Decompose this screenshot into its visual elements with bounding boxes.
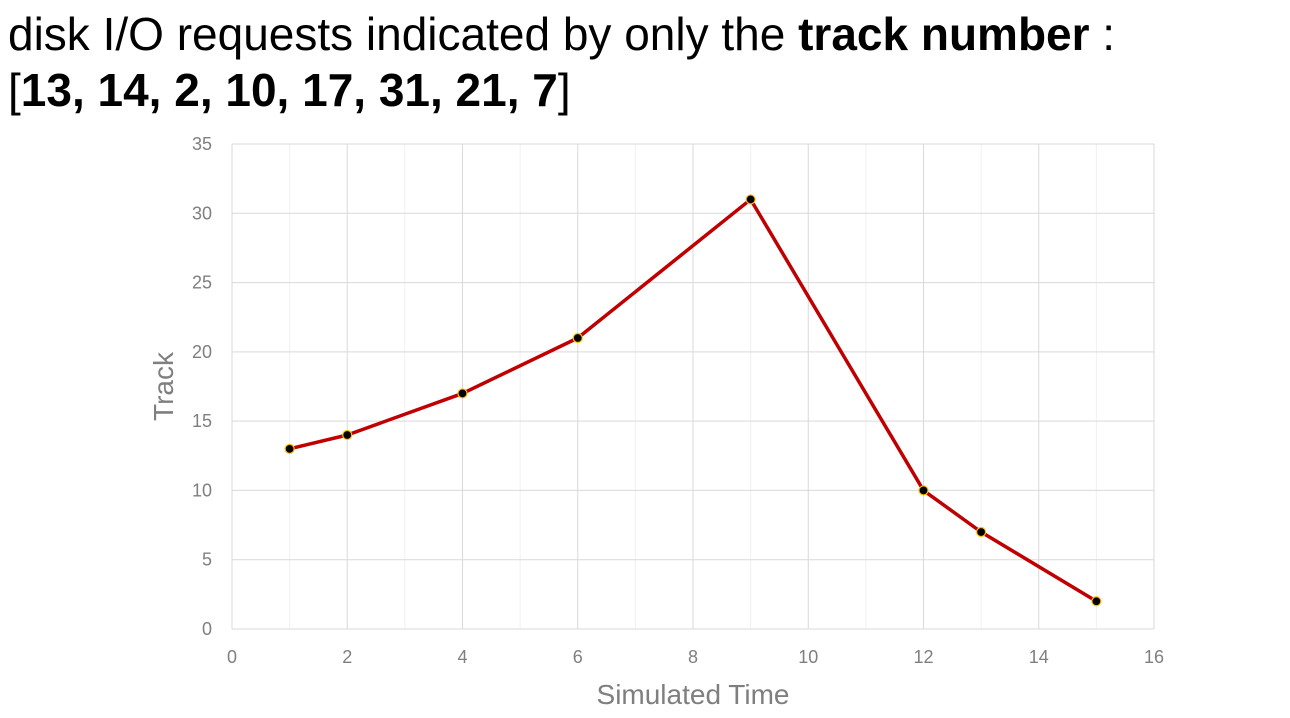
y-tick-label: 0: [202, 619, 212, 639]
y-tick-label: 35: [192, 134, 212, 154]
heading-bold-term: track number: [798, 8, 1090, 60]
data-point: [745, 194, 756, 205]
x-tick-label: 14: [1029, 647, 1049, 667]
data-point: [976, 526, 987, 538]
y-tick-label: 25: [192, 273, 212, 293]
y-tick-label: 10: [192, 480, 212, 500]
x-axis-title: Simulated Time: [597, 679, 790, 710]
x-tick-label: 16: [1144, 647, 1164, 667]
heading-prefix: disk I/O requests indicated by only the: [8, 8, 799, 60]
y-tick-label: 15: [192, 411, 212, 431]
x-tick-label: 10: [798, 647, 818, 667]
heading-line-1: disk I/O requests indicated by only the …: [8, 6, 1115, 62]
x-tick-label: 12: [913, 647, 933, 667]
series-line: [287, 197, 1099, 604]
request-list-values: 13, 14, 2, 10, 17, 31, 21, 7: [20, 64, 558, 116]
y-axis-title: Track: [148, 351, 179, 421]
data-point: [342, 429, 353, 441]
data-point: [1091, 596, 1102, 607]
request-list-open-bracket: [: [8, 64, 21, 116]
x-tick-label: 6: [573, 647, 583, 667]
heading-suffix: :: [1089, 8, 1116, 60]
y-tick-label: 30: [192, 203, 212, 223]
x-tick-label: 4: [457, 647, 467, 667]
y-tick-label: 5: [202, 550, 212, 570]
data-point: [284, 443, 295, 454]
x-tick-label: 2: [342, 647, 352, 667]
data-point: [572, 332, 583, 344]
slide-heading: disk I/O requests indicated by only the …: [8, 6, 1115, 118]
data-point: [457, 388, 468, 399]
x-tick-label: 0: [227, 647, 237, 667]
x-tick-label: 8: [688, 647, 698, 667]
request-list-close-bracket: ]: [557, 64, 571, 116]
y-tick-label: 20: [192, 342, 212, 362]
heading-line-2: [13, 14, 2, 10, 17, 31, 21, 7]: [8, 62, 1115, 118]
data-point: [918, 485, 929, 496]
